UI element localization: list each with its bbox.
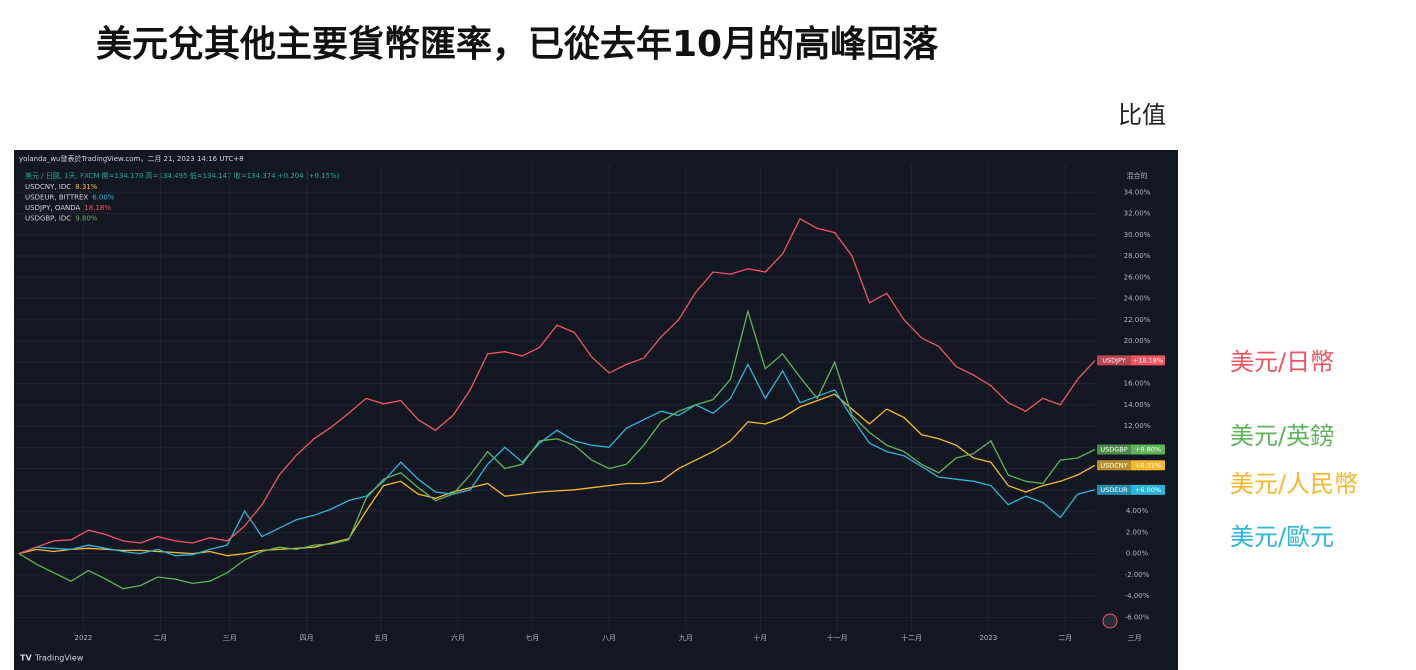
x-tick-label: 八月: [602, 634, 616, 642]
legend-label: 美元/英鎊: [1230, 422, 1334, 450]
price-tag-name-bg: [1097, 484, 1131, 495]
y-tick-label: 28.00%: [1124, 252, 1151, 260]
price-tag: [1097, 484, 1165, 495]
legend-value: 18.18%: [84, 204, 111, 212]
x-tick-label: 十月: [753, 633, 767, 642]
series-line: [18, 362, 1096, 557]
legend-source: USDJPY, OANDA: [25, 204, 80, 212]
price-tag: [1097, 444, 1165, 455]
price-tag-name-bg: [1097, 444, 1131, 455]
legend-source: USDEUR, BITTREX: [25, 194, 88, 202]
legend-value: 8.31%: [75, 183, 98, 191]
header: 美元 / 日圓, 1天, FXCM 開=134.170 高=134.495 低=…: [25, 171, 340, 180]
price-tag-name-bg: [1097, 355, 1131, 366]
price-tag-name: USDEUR: [1100, 486, 1128, 494]
y-tick-label: 14.00%: [1124, 401, 1151, 409]
y-tick-label: 22.00%: [1124, 316, 1151, 324]
price-tag-name: USDJPY: [1102, 356, 1126, 364]
series-line: [18, 308, 1096, 590]
watermark: yolanda_wu發表於TradingView.com，二月 21, 2023…: [19, 154, 244, 163]
y-tick-label: -2.00%: [1125, 571, 1150, 579]
legend-value: 9.80%: [75, 215, 98, 223]
price-tag-value: +9.80%: [1135, 445, 1161, 453]
x-tick-label: 三月: [223, 634, 237, 642]
y-tick-label: 30.00%: [1124, 231, 1151, 239]
y-tick-label: 0.00%: [1126, 550, 1149, 558]
x-tick-label: 2023: [979, 634, 997, 642]
logo: TV: [20, 654, 32, 663]
y-tick-label: -6.00%: [1125, 613, 1150, 621]
price-tag-name: USDGBP: [1100, 445, 1127, 453]
flag-icon[interactable]: [1102, 613, 1118, 629]
x-tick-label: 七月: [525, 633, 539, 642]
y-tick-label: 34.00%: [1124, 188, 1151, 196]
legend-label: 美元/歐元: [1230, 523, 1334, 551]
x-tick-label: 十一月: [827, 633, 848, 642]
y-tick-label: 26.00%: [1124, 273, 1151, 281]
y-tick-label: 32.00%: [1124, 210, 1151, 218]
grid: [14, 165, 1095, 630]
price-tag-value: +18.18%: [1133, 356, 1163, 364]
y-tick-label: 24.00%: [1124, 295, 1151, 303]
x-tick-label: 六月: [451, 633, 465, 642]
legend-label: 美元/人民幣: [1230, 470, 1358, 498]
footer: TradingView: [34, 654, 84, 663]
x-tick-label: 三月: [1128, 634, 1142, 642]
chart-title: 美元兌其他主要貨幣匯率，已從去年10月的高峰回落: [96, 24, 939, 65]
legend-source: USDCNY, IDC: [25, 183, 71, 191]
axis-title: 混合的: [1127, 171, 1148, 180]
series-line: [18, 217, 1096, 555]
x-tick-label: 九月: [679, 633, 693, 642]
x-tick-label: 十二月: [901, 633, 922, 642]
x-tick-label: 五月: [374, 634, 388, 642]
x-tick-label: 2022: [75, 634, 93, 642]
y-tick-label: -4.00%: [1125, 592, 1150, 600]
x-tick-label: 二月: [1058, 634, 1072, 642]
y-tick-label: 16.00%: [1124, 380, 1151, 388]
price-tag-value: +6.00%: [1135, 486, 1161, 494]
price-tag: [1097, 355, 1165, 366]
legend-value: 6.00%: [92, 194, 115, 202]
x-tick-label: 四月: [300, 634, 314, 642]
y-tick-label: 20.00%: [1124, 337, 1151, 345]
chart-panel: [14, 150, 1178, 670]
legend-label: 美元/日幣: [1230, 348, 1334, 376]
price-tag: [1097, 460, 1165, 471]
x-tick-label: 二月: [153, 634, 167, 642]
lines: [18, 217, 1096, 590]
legend-source: USDGBP, IDC: [25, 215, 71, 223]
note: 比值: [1118, 101, 1166, 129]
y-tick-label: 4.00%: [1126, 507, 1149, 515]
price-tag-name: USDCNY: [1100, 461, 1127, 469]
y-tick-label: 12.00%: [1124, 422, 1151, 430]
price-tag-name-bg: [1097, 460, 1131, 471]
y-tick-label: 2.00%: [1126, 528, 1149, 536]
labels: -6.00% -4.00% -2.00% 0.00% 2.00% 4.00% 6.00% 8.…: [25, 183, 1165, 642]
price-tag-value: +8.31%: [1135, 461, 1161, 469]
